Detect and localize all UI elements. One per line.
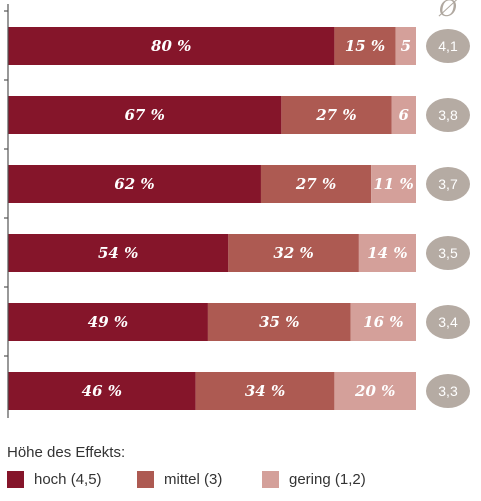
legend-title: Höhe des Effekts: (7, 444, 126, 461)
data-label: 6 (399, 106, 410, 124)
data-label: 11 % (373, 175, 413, 193)
bar-segment (228, 234, 359, 272)
average-badge (426, 98, 470, 132)
data-label: 27 % (295, 175, 336, 193)
bar-segment (8, 303, 208, 341)
data-label: 49 % (88, 313, 128, 331)
legend-label-gering: gering (1,2) (289, 470, 366, 488)
data-label: 46 % (82, 382, 122, 400)
bar-segment (371, 165, 416, 203)
data-label: 5 (401, 37, 411, 55)
legend-label-mittel: mittel (3) (164, 470, 223, 488)
average-badge (426, 374, 470, 408)
data-label: 67 % (125, 106, 165, 124)
average-value: 3,7 (438, 176, 458, 192)
data-label: 15 % (345, 37, 385, 55)
bar-segment (395, 27, 416, 65)
average-badge (426, 29, 470, 63)
data-label: 14 % (367, 244, 407, 262)
legend-swatch-gering (262, 470, 279, 488)
legend-item-hoch: hoch (4,5) (7, 470, 102, 488)
bar-segment (8, 234, 229, 272)
data-label: 32 % (273, 244, 313, 262)
legend-item-gering: gering (1,2) (262, 470, 366, 488)
average-badge (426, 167, 470, 201)
average-value: 3,3 (438, 383, 458, 399)
average-badge (426, 305, 470, 339)
bar-segment (8, 165, 261, 203)
bar-segment (260, 165, 372, 203)
data-label: 54 % (98, 244, 138, 262)
bar-segment (195, 372, 335, 410)
legend-swatch-mittel (137, 470, 154, 488)
bar-segment (391, 96, 416, 134)
data-label: 34 % (245, 382, 285, 400)
average-header: Ø (438, 0, 458, 22)
legend-label-hoch: hoch (4,5) (34, 470, 102, 488)
bar-segment (207, 303, 351, 341)
legend-swatch-hoch (7, 470, 24, 488)
bar-segment (8, 96, 282, 134)
average-value: 3,5 (438, 245, 458, 261)
average-value: 3,8 (438, 107, 458, 123)
bar-segment (8, 27, 335, 65)
bar-segment (334, 27, 396, 65)
bar-segment (281, 96, 392, 134)
average-value: 4,1 (438, 38, 458, 54)
data-label: 20 % (354, 382, 395, 400)
bar-segment (8, 372, 196, 410)
stacked-bar-chart: Ø 80 % 15 % 5 4,1 67 % 27 % 6 3,8 62 % 27 % 11 % 3,7… (4, 0, 470, 418)
average-value: 3,4 (438, 314, 458, 330)
legend-item-mittel: mittel (3) (137, 470, 222, 488)
data-label: 80 % (151, 37, 191, 55)
data-label: 62 % (114, 175, 154, 193)
average-badge (426, 236, 470, 270)
bar-segment (334, 372, 416, 410)
data-label: 27 % (315, 106, 356, 124)
bar-segment (358, 234, 416, 272)
data-label: 16 % (363, 313, 403, 331)
bar-segment (350, 303, 416, 341)
data-label: 35 % (259, 313, 299, 331)
